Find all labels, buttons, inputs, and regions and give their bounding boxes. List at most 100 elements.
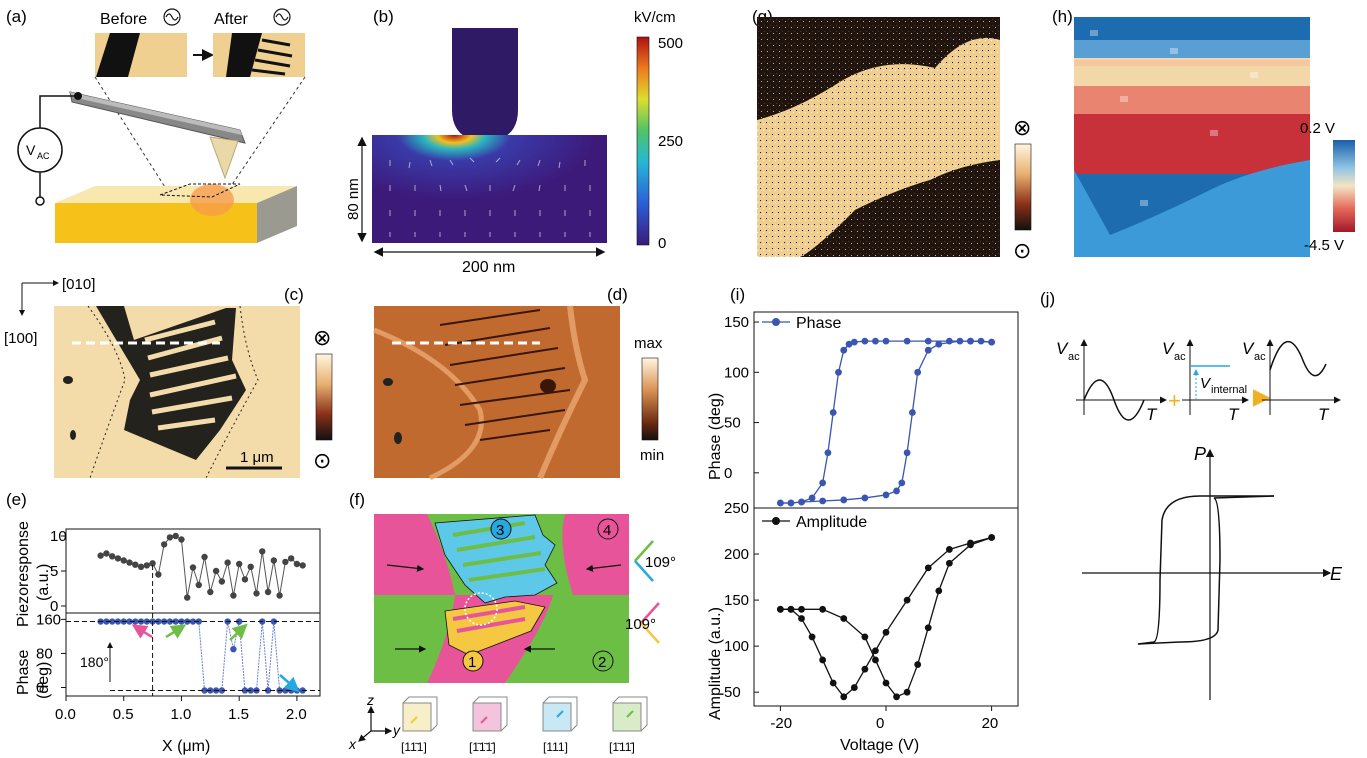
piezo-point [103, 550, 110, 557]
phase-point [166, 618, 174, 625]
into-icon: ⊗ [1013, 115, 1031, 140]
phase-loop-point [872, 337, 879, 345]
panel-j-label: (j) [1040, 289, 1055, 308]
phase-loop-point [903, 449, 911, 457]
amp-loop-point [872, 647, 879, 655]
vac-sub: AC [37, 151, 50, 161]
phase-loop-point [914, 368, 922, 376]
panel-d-label: (d) [607, 285, 628, 304]
y-tick-label: 200 [724, 546, 749, 563]
panel-g-figure: (g) ⊗ ⊙ [752, 7, 1031, 263]
phase-point [189, 618, 197, 625]
piezo-point [270, 557, 278, 564]
t-j1: T [1146, 405, 1158, 424]
piezo-point [178, 536, 185, 543]
phase-loop-point [977, 337, 985, 345]
legend-phase: Phase [796, 315, 841, 332]
phase-loop-point [924, 346, 932, 354]
legend-amp: Amplitude [796, 514, 867, 531]
colorbar-unit: kV/cm [634, 9, 676, 26]
phase-loop-point [787, 499, 795, 507]
amp-loop-point [882, 679, 890, 687]
out-icon-c: ⊙ [313, 448, 331, 473]
panel-a: (a) Before After V AC [0, 0, 320, 250]
phase-point [264, 687, 272, 694]
i-ylabel-top: Phase (deg) [707, 393, 724, 480]
panel-i: (i) Phase (deg) Amplitude (a.u.) Phase A… [700, 280, 1030, 758]
phase-point [235, 618, 243, 625]
phase-loop [780, 340, 992, 504]
piezo-point [282, 558, 289, 566]
phase-loop-point [988, 338, 995, 346]
phase-loop-point [808, 494, 816, 502]
piezo-point [264, 588, 272, 596]
e-xlabel: X (μm) [162, 738, 210, 755]
panel-i-label: (i) [730, 285, 745, 304]
domain-1: 1 [468, 654, 476, 671]
piezo-point [195, 581, 202, 589]
y-tick-label: 150 [724, 314, 749, 331]
amp-loop-point [808, 633, 816, 641]
phase-loop-point [850, 338, 858, 346]
amp-loop-point [798, 605, 805, 613]
amp-loop-point [777, 605, 784, 613]
max-label: max [634, 335, 663, 352]
phase-loop-point [924, 337, 932, 345]
phase-point [201, 687, 208, 694]
y-tick-label: 5 [50, 563, 58, 580]
scale-high: 0.2 V [1300, 120, 1335, 137]
piezo-point [160, 541, 168, 548]
phase-loop-point [909, 409, 916, 416]
piezo-point [166, 534, 174, 541]
vac-label: V [26, 142, 36, 158]
piezo-point [143, 562, 151, 569]
y-tick-label: 80 [36, 645, 53, 662]
panel-j-figure: (j) V ac T + V ac V internal T V ac T P … [1040, 289, 1343, 700]
panel-j: (j) V ac T + V ac V internal T V ac T P … [1030, 280, 1367, 758]
colorbar-c [315, 353, 333, 441]
phase-loop-point [819, 479, 827, 487]
phase-point [241, 687, 249, 694]
x-tick-label: 0.0 [55, 706, 76, 723]
dir-y: [100] [4, 330, 37, 347]
piezo-point [293, 560, 301, 568]
domain-2: 2 [598, 654, 606, 671]
phase-point [172, 618, 179, 625]
amp-loop-point [840, 615, 848, 622]
phase-point [108, 618, 116, 625]
e-axis: E [1330, 564, 1343, 584]
panel-d: (d) max min [370, 270, 700, 490]
piezo-point [259, 548, 266, 555]
scalebar-label: 1 μm [240, 449, 274, 466]
after-wave-icon [273, 8, 291, 26]
vac-source-icon [17, 127, 63, 173]
x-tick-label: 1.0 [170, 706, 191, 723]
axis-x: x [348, 736, 357, 752]
x-tick-label: -20 [770, 715, 792, 732]
amp-loop-point [914, 661, 922, 668]
colorbar-tick-max: 500 [658, 35, 683, 52]
out-icon: ⊙ [1013, 238, 1031, 263]
piezo-point [253, 590, 260, 597]
piezo-point [108, 553, 116, 560]
phase-loop-point [840, 346, 848, 354]
cube-label-2: [1̄1̄1̄] [469, 740, 496, 754]
vac-j2-sub: ac [1174, 351, 1186, 363]
piezo-point [218, 578, 226, 585]
width-label: 200 nm [462, 259, 515, 276]
dir-x: [010] [62, 276, 95, 293]
amp-loop-point [988, 534, 995, 541]
phase-loop [780, 340, 992, 504]
phase-loop-point [861, 337, 869, 345]
piezo-point [224, 559, 231, 566]
y-tick-label: 100 [724, 364, 749, 381]
vac-j3-sub: ac [1254, 351, 1266, 363]
amp-loop-point [787, 605, 795, 613]
x-tick-label: 2.0 [286, 706, 307, 723]
cube-label-3: [111] [543, 740, 568, 754]
p-axis: P [1194, 444, 1206, 464]
phase-point [132, 618, 139, 625]
amp-loop-point [903, 596, 911, 604]
panel-h-label: (h) [1052, 7, 1073, 26]
i-xlabel: Voltage (V) [840, 737, 919, 754]
